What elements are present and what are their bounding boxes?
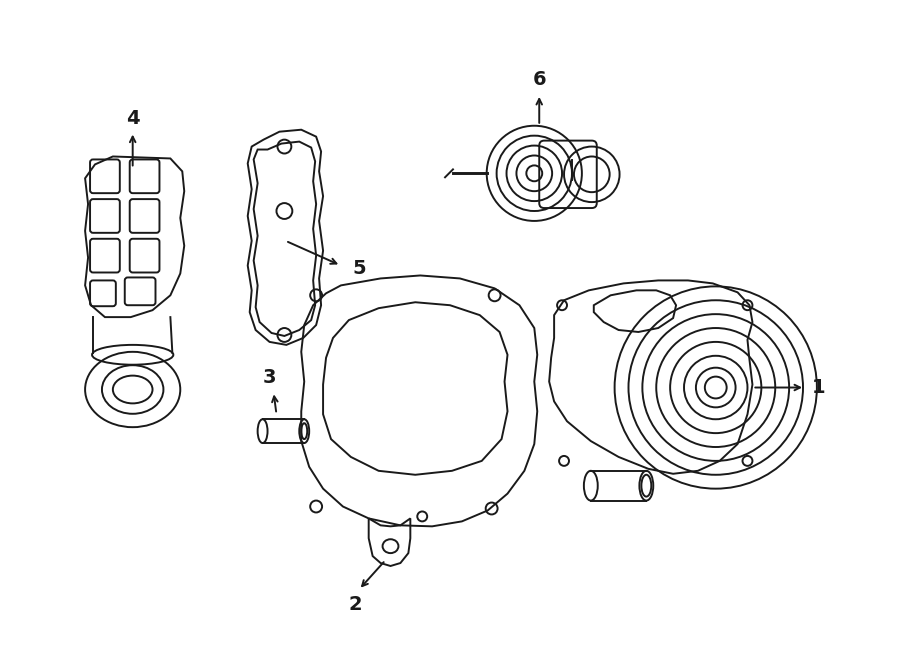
Text: 1: 1 <box>812 378 825 397</box>
Text: 6: 6 <box>533 69 546 89</box>
Text: 2: 2 <box>349 595 363 614</box>
Text: 3: 3 <box>263 368 276 387</box>
Text: 5: 5 <box>352 259 365 278</box>
Text: 4: 4 <box>126 109 140 128</box>
